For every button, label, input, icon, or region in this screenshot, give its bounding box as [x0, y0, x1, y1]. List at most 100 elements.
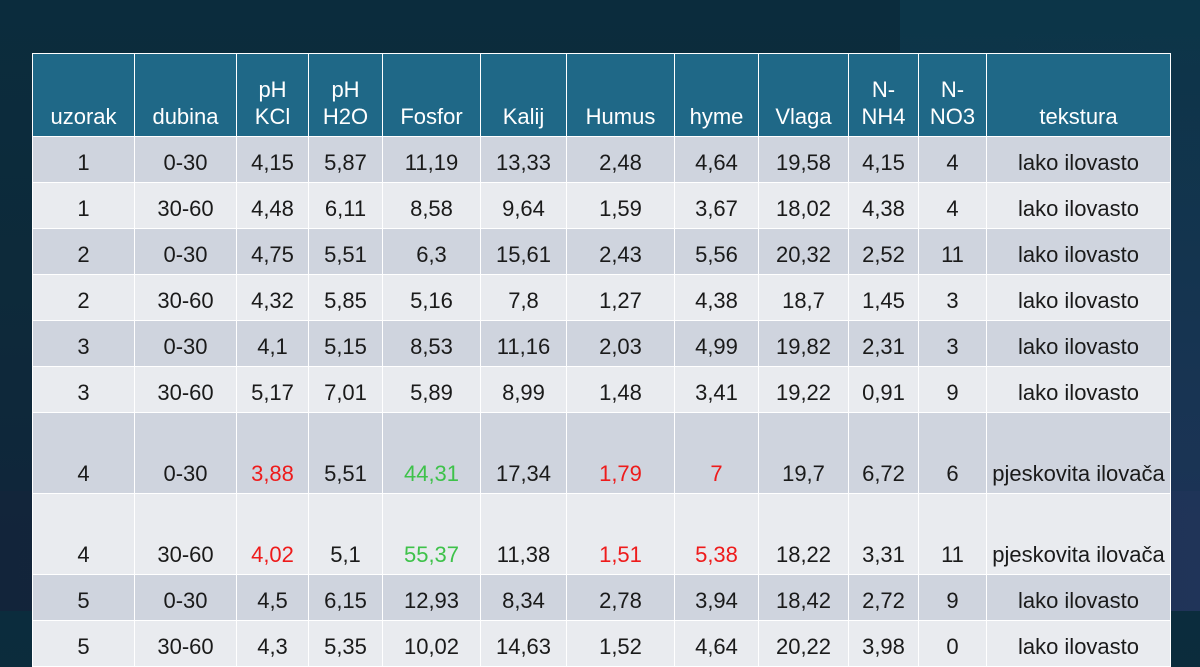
column-header-line2: dubina — [152, 104, 219, 129]
cell-dubina: 0-30 — [134, 320, 237, 367]
column-header-line2: NH4 — [861, 104, 906, 129]
cell-vlaga: 20,32 — [758, 228, 849, 275]
cell-n-nh4: 4,38 — [848, 182, 919, 229]
cell-uzorak: 2 — [32, 228, 135, 275]
cell-ph-h2o: 5,1 — [308, 493, 383, 575]
cell-fosfor: 5,89 — [382, 366, 481, 413]
table-row: 5 30-60 4,3 5,35 10,02 14,63 1,52 4,64 20,22 3,98… — [32, 620, 1171, 667]
cell-uzorak: 3 — [32, 320, 135, 367]
cell-ph-kcl: 4,3 — [236, 620, 309, 667]
cell-dubina: 30-60 — [134, 493, 237, 575]
column-header-line2: NO3 — [929, 104, 976, 129]
cell-kalij: 8,99 — [480, 366, 567, 413]
cell-hyme: 3,41 — [674, 366, 759, 413]
cell-ph-h2o: 6,15 — [308, 574, 383, 621]
cell-ph-kcl: 5,17 — [236, 366, 309, 413]
cell-ph-h2o: 5,15 — [308, 320, 383, 367]
cell-n-no3: 0 — [918, 620, 987, 667]
cell-vlaga: 20,22 — [758, 620, 849, 667]
cell-ph-h2o: 5,51 — [308, 412, 383, 494]
cell-uzorak: 1 — [32, 182, 135, 229]
cell-kalij: 8,34 — [480, 574, 567, 621]
cell-n-no3: 4 — [918, 136, 987, 183]
column-header-line2: KCl — [254, 104, 291, 129]
cell-hyme: 3,67 — [674, 182, 759, 229]
cell-vlaga: 18,22 — [758, 493, 849, 575]
cell-n-nh4: 0,91 — [848, 366, 919, 413]
cell-hyme: 5,38 — [674, 493, 759, 575]
cell-uzorak: 3 — [32, 366, 135, 413]
cell-dubina: 30-60 — [134, 620, 237, 667]
column-header-line2: Kalij — [502, 104, 545, 129]
column-header-line2: Vlaga — [775, 104, 832, 129]
cell-ph-kcl: 4,1 — [236, 320, 309, 367]
cell-uzorak: 5 — [32, 574, 135, 621]
cell-fosfor: 11,19 — [382, 136, 481, 183]
column-header-line2: tekstura — [1039, 104, 1118, 129]
cell-kalij: 9,64 — [480, 182, 567, 229]
cell-vlaga: 18,7 — [758, 274, 849, 321]
cell-humus: 2,43 — [566, 228, 675, 275]
table-row: 3 0-30 4,1 5,15 8,53 11,16 2,03 4,99 19,82 2,31 3 l… — [32, 320, 1171, 367]
cell-tekstura: lako ilovasto — [986, 366, 1171, 413]
cell-fosfor: 12,93 — [382, 574, 481, 621]
cell-vlaga: 18,42 — [758, 574, 849, 621]
cell-ph-h2o: 7,01 — [308, 366, 383, 413]
cell-hyme: 5,56 — [674, 228, 759, 275]
cell-n-nh4: 4,15 — [848, 136, 919, 183]
cell-hyme: 4,64 — [674, 136, 759, 183]
cell-n-no3: 3 — [918, 274, 987, 321]
cell-kalij: 11,38 — [480, 493, 567, 575]
cell-n-no3: 9 — [918, 366, 987, 413]
cell-uzorak: 1 — [32, 136, 135, 183]
cell-humus: 2,03 — [566, 320, 675, 367]
table-body: 1 0-30 4,15 5,87 11,19 13,33 2,48 4,64 19,58 4,15… — [32, 136, 1171, 667]
cell-ph-h2o: 5,35 — [308, 620, 383, 667]
cell-tekstura: lako ilovasto — [986, 228, 1171, 275]
cell-vlaga: 19,7 — [758, 412, 849, 494]
cell-vlaga: 19,82 — [758, 320, 849, 367]
cell-tekstura: pjeskovita ilovača — [986, 412, 1171, 494]
cell-dubina: 30-60 — [134, 274, 237, 321]
cell-n-nh4: 3,98 — [848, 620, 919, 667]
table-row: 2 0-30 4,75 5,51 6,3 15,61 2,43 5,56 20,32 2,52 11… — [32, 228, 1171, 275]
cell-vlaga: 19,58 — [758, 136, 849, 183]
cell-uzorak: 5 — [32, 620, 135, 667]
cell-kalij: 7,8 — [480, 274, 567, 321]
cell-n-nh4: 2,52 — [848, 228, 919, 275]
cell-n-nh4: 3,31 — [848, 493, 919, 575]
column-header-line1: pH — [331, 77, 360, 102]
cell-hyme: 3,94 — [674, 574, 759, 621]
header-row: uzorak dubina pH KCl pH H2O Fosfor Kalij Humus hy… — [32, 53, 1171, 137]
table-row: 2 30-60 4,32 5,85 5,16 7,8 1,27 4,38 18,7 1,45 3 la… — [32, 274, 1171, 321]
cell-tekstura: lako ilovasto — [986, 136, 1171, 183]
cell-hyme: 4,64 — [674, 620, 759, 667]
cell-fosfor: 8,58 — [382, 182, 481, 229]
cell-dubina: 0-30 — [134, 574, 237, 621]
cell-n-no3: 4 — [918, 182, 987, 229]
column-header-hyme: hyme — [674, 53, 759, 137]
column-header-line2: uzorak — [50, 104, 117, 129]
column-header-ph-h2o: pH H2O — [308, 53, 383, 137]
cell-ph-h2o: 5,87 — [308, 136, 383, 183]
cell-fosfor: 44,31 — [382, 412, 481, 494]
cell-n-no3: 6 — [918, 412, 987, 494]
cell-fosfor: 10,02 — [382, 620, 481, 667]
cell-dubina: 30-60 — [134, 366, 237, 413]
column-header-tekstura: tekstura — [986, 53, 1171, 137]
column-header-line2: H2O — [322, 104, 369, 129]
column-header-n-no3: N- NO3 — [918, 53, 987, 137]
cell-fosfor: 5,16 — [382, 274, 481, 321]
column-header-ph-kcl: pH KCl — [236, 53, 309, 137]
cell-ph-h2o: 5,85 — [308, 274, 383, 321]
cell-dubina: 0-30 — [134, 136, 237, 183]
cell-vlaga: 19,22 — [758, 366, 849, 413]
cell-kalij: 11,16 — [480, 320, 567, 367]
cell-n-no3: 3 — [918, 320, 987, 367]
cell-humus: 2,48 — [566, 136, 675, 183]
cell-n-nh4: 1,45 — [848, 274, 919, 321]
column-header-n-nh4: N- NH4 — [848, 53, 919, 137]
cell-dubina: 0-30 — [134, 228, 237, 275]
cell-humus: 1,51 — [566, 493, 675, 575]
column-header-line2: Humus — [585, 104, 656, 129]
